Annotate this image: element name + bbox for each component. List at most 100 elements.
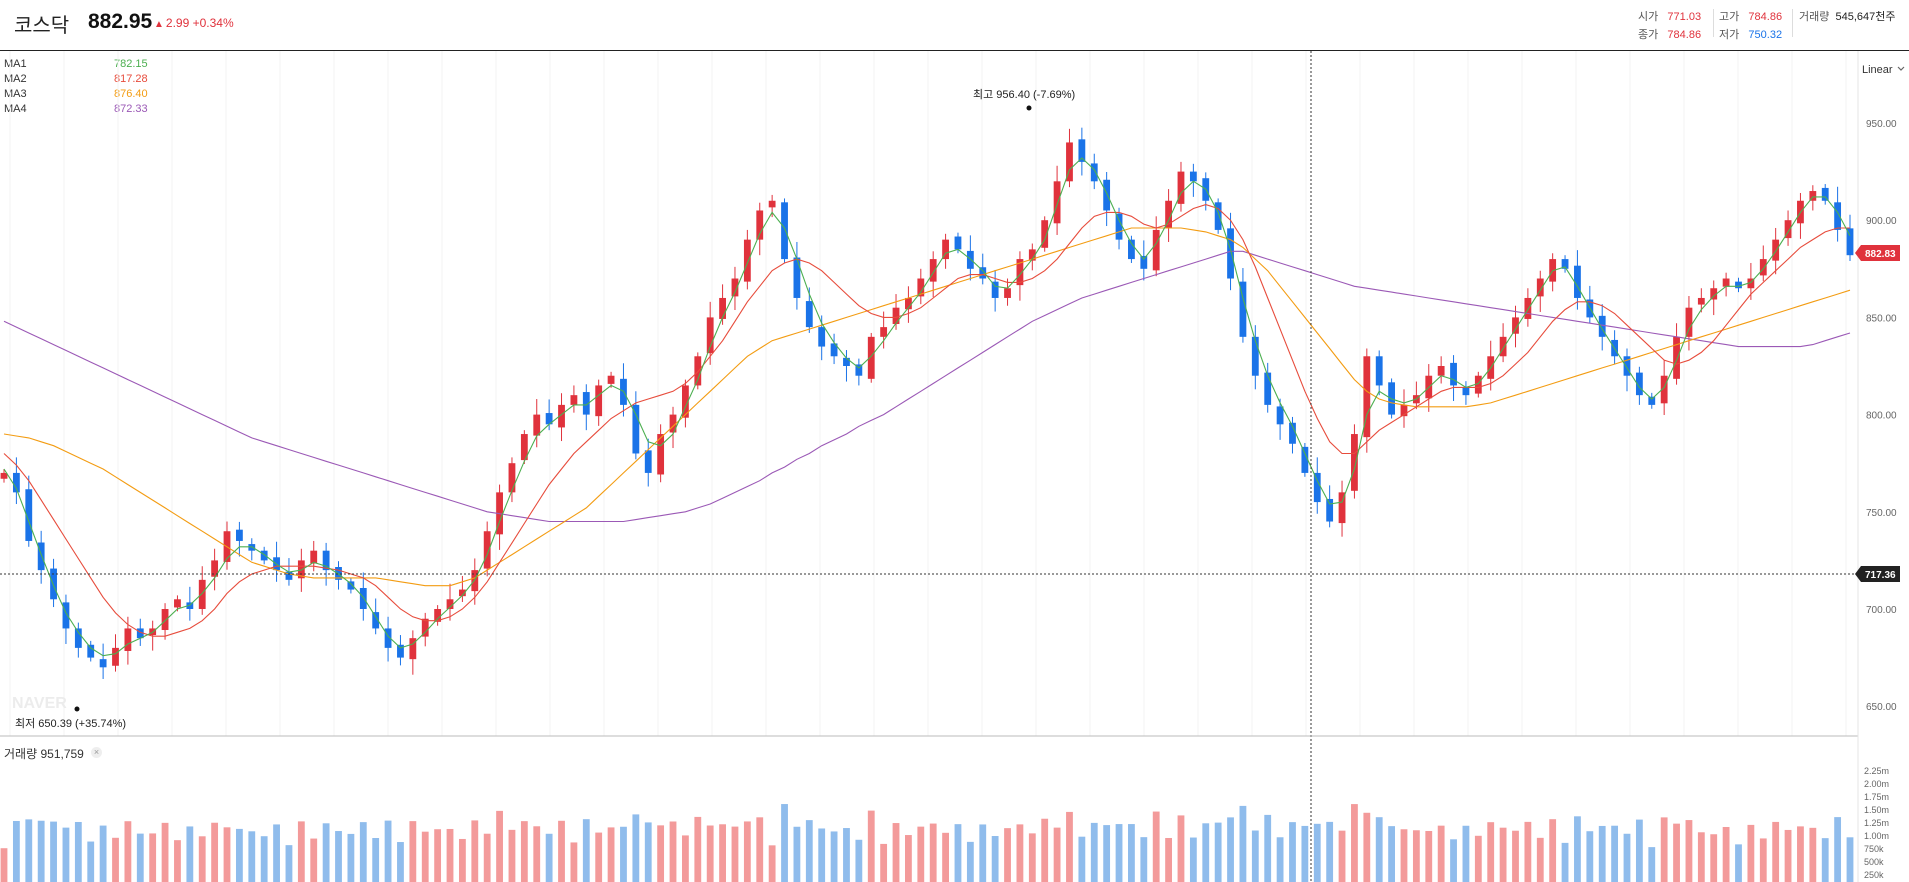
up-triangle-icon: ▲: [154, 19, 164, 30]
volume-bar: [1437, 825, 1445, 882]
candle-body: [632, 404, 640, 454]
volume-bar: [273, 824, 280, 882]
candle-body: [1214, 202, 1222, 230]
naver-watermark: NAVER: [12, 695, 67, 712]
candle-body: [929, 259, 937, 282]
close-icon[interactable]: ×: [91, 747, 102, 758]
candle-body: [372, 612, 380, 629]
volume-bar: [706, 825, 714, 882]
volume-bar: [1289, 822, 1296, 882]
volume-bar: [372, 838, 380, 882]
candle-body: [756, 210, 764, 240]
candle-body: [1524, 297, 1532, 319]
volume-bar: [161, 822, 169, 882]
candle-body: [669, 414, 677, 433]
candle-body: [1103, 179, 1111, 211]
candle-body: [1598, 315, 1606, 337]
candle-body: [743, 239, 751, 282]
candle-body: [781, 202, 788, 260]
min-point: [74, 706, 80, 712]
volume-bar: [595, 832, 603, 882]
volume-bar: [929, 823, 937, 882]
volume-tick-label: 1.50m: [1864, 805, 1889, 815]
volume-tick-label: 1.75m: [1864, 792, 1889, 802]
volume-bar: [335, 831, 342, 882]
high-low-stats: 고가 784.86 저가 750.32: [1719, 8, 1782, 42]
max-annotation: 최고 956.40 (-7.69%): [973, 88, 1075, 101]
candle-body: [545, 413, 553, 425]
volume-bar: [0, 848, 8, 882]
volume-bar: [731, 826, 739, 882]
volume-bar: [1165, 837, 1172, 882]
volume-bar: [471, 820, 479, 882]
volume-bar: [545, 833, 553, 882]
ma1-line: [3, 157, 1851, 657]
volume-bar: [434, 829, 442, 882]
candle-body: [1499, 336, 1507, 357]
candle-body: [1128, 239, 1135, 260]
current-price-badge: 882.83: [1855, 245, 1900, 261]
volume-bar: [1338, 830, 1346, 882]
volume-bar: [1685, 820, 1693, 882]
y-tick-label: 650.00: [1866, 702, 1897, 713]
scale-mode-button[interactable]: Linear: [1862, 64, 1893, 76]
volume-bar: [1326, 821, 1334, 882]
candle-body: [1512, 317, 1519, 334]
candle-body: [1078, 139, 1086, 162]
volume-bar: [1066, 811, 1073, 882]
ma4-line: [3, 250, 1851, 523]
candle-body: [74, 628, 82, 648]
candle-body: [297, 560, 305, 579]
candles: [0, 127, 1854, 679]
candle-body: [1561, 259, 1569, 269]
y-tick-label: 850.00: [1866, 313, 1897, 324]
candle-body: [87, 644, 95, 658]
volume-bar: [1363, 812, 1371, 882]
volume-stats: 거래량 545,647천주: [1799, 8, 1896, 24]
candle-body: [1747, 278, 1755, 289]
volume-tick-label: 250k: [1864, 870, 1884, 880]
volume-bar: [1673, 823, 1680, 882]
candle-body: [186, 602, 194, 609]
volume-bar: [1301, 825, 1309, 882]
volume-bar: [867, 810, 875, 882]
close-value: 784.86: [1667, 29, 1702, 41]
crosshair-price-badge-bg: [1855, 566, 1900, 582]
candle-body: [570, 395, 578, 405]
volume-pane-label: 거래량 951,759: [4, 745, 84, 762]
candle-body: [1735, 281, 1742, 289]
candle-body: [595, 385, 603, 417]
volume-bar: [1227, 817, 1234, 882]
page-title: 코스닥: [14, 15, 70, 37]
candle-body: [1648, 396, 1656, 405]
candle-body: [917, 278, 925, 297]
candle-body: [1697, 297, 1705, 305]
volume-bar: [496, 810, 503, 882]
volume-bar: [297, 821, 305, 882]
candle-body: [446, 599, 454, 609]
max-point: [1026, 105, 1032, 111]
candle-body: [1004, 288, 1011, 298]
volume-bar: [211, 822, 219, 882]
candle-body: [1338, 492, 1346, 524]
volume-bar: [359, 822, 367, 882]
candle-body: [384, 628, 392, 648]
chevron-down-icon[interactable]: [1897, 66, 1905, 71]
candle-body: [867, 336, 875, 379]
y-tick-label: 800.00: [1866, 411, 1897, 422]
candle-body: [1276, 406, 1284, 425]
volume-bar: [966, 841, 974, 882]
volume-bar: [781, 804, 788, 882]
candle-body: [37, 542, 45, 571]
volume-bar: [285, 845, 293, 882]
volume-bar: [1041, 818, 1049, 882]
candlestick-chart[interactable]: NAVER 950.00 900.00 850.00 800.00 750.00 700.…: [0, 51, 1909, 882]
volume-bar: [805, 820, 813, 882]
volume-value: 545,647천주: [1835, 11, 1896, 23]
volume-bar: [1586, 831, 1594, 882]
volume-bar: [1016, 824, 1024, 882]
volume-bar: [855, 839, 863, 882]
candle-body: [818, 327, 826, 347]
candle-body: [1400, 404, 1408, 417]
volume-bar: [508, 829, 516, 882]
